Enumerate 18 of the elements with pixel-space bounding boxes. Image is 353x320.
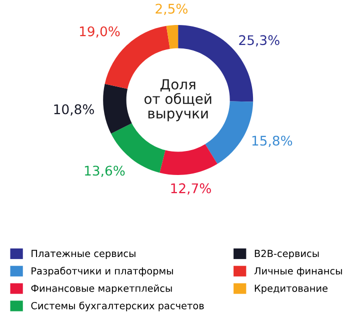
data-label: 13,6% <box>84 166 125 178</box>
data-label: 25,3% <box>239 35 280 46</box>
data-label: 12,7% <box>171 183 211 195</box>
data-label: 19,0% <box>80 26 120 38</box>
data-label: 2,5% <box>156 4 188 16</box>
legend-label: Разработчики и платформы <box>32 266 173 276</box>
donut-slice <box>103 84 132 134</box>
legend-label: Личные финансы <box>254 267 342 276</box>
donut-slice <box>166 24 178 49</box>
data-label: 15,8% <box>252 136 292 148</box>
legend-label: Кредитование <box>254 284 328 294</box>
legend-label: B2B-сервисы <box>254 250 319 260</box>
donut-slice <box>160 144 218 176</box>
legend-label: Платежные сервисы <box>32 250 136 260</box>
text: Доля от общей выручки <box>144 79 212 122</box>
legend-label: Финансовые маркетплейсы <box>31 284 172 294</box>
data-label: 10,8% <box>54 104 94 116</box>
legend-label: Системы бухгалтерских расчетов <box>31 302 204 312</box>
